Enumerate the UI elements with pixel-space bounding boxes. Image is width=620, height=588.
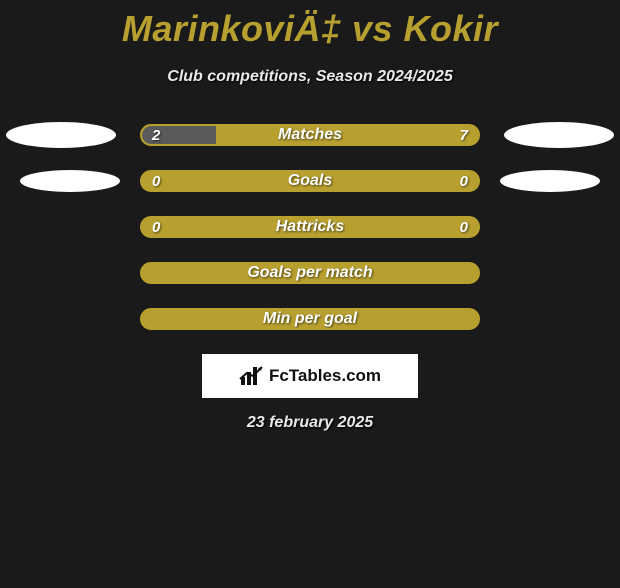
stat-row-goals: 0 Goals 0 bbox=[0, 170, 620, 192]
stat-bar: 0 Goals 0 bbox=[140, 170, 480, 192]
fctables-logo-link[interactable]: FcTables.com bbox=[202, 354, 418, 398]
stat-value-right: 7 bbox=[460, 126, 468, 144]
stat-value-right: 0 bbox=[460, 172, 468, 190]
stat-label: Goals bbox=[142, 172, 478, 190]
stat-label: Goals per match bbox=[142, 264, 478, 282]
stat-row-mpg: Min per goal bbox=[0, 308, 620, 330]
bar-chart-icon bbox=[239, 365, 265, 387]
stat-value-right: 0 bbox=[460, 218, 468, 236]
subtitle: Club competitions, Season 2024/2025 bbox=[0, 68, 620, 86]
stat-bar: 2 Matches 7 bbox=[140, 124, 480, 146]
stat-label: Hattricks bbox=[142, 218, 478, 236]
comparison-chart: 2 Matches 7 0 Goals 0 0 Hattricks 0 Goal… bbox=[0, 124, 620, 330]
stat-row-hattricks: 0 Hattricks 0 bbox=[0, 216, 620, 238]
stat-bar: 0 Hattricks 0 bbox=[140, 216, 480, 238]
logo-text: FcTables.com bbox=[269, 366, 381, 386]
stat-bar: Min per goal bbox=[140, 308, 480, 330]
stat-bar: Goals per match bbox=[140, 262, 480, 284]
stat-label: Min per goal bbox=[142, 310, 478, 328]
stat-label: Matches bbox=[142, 126, 478, 144]
stat-row-gpm: Goals per match bbox=[0, 262, 620, 284]
stat-row-matches: 2 Matches 7 bbox=[0, 124, 620, 146]
date-text: 23 february 2025 bbox=[0, 414, 620, 432]
page-title: MarinkoviÄ‡ vs Kokir bbox=[0, 8, 620, 50]
player-oval-left bbox=[6, 122, 116, 148]
player-oval-right bbox=[504, 122, 614, 148]
player-oval-left bbox=[20, 170, 120, 192]
player-oval-right bbox=[500, 170, 600, 192]
